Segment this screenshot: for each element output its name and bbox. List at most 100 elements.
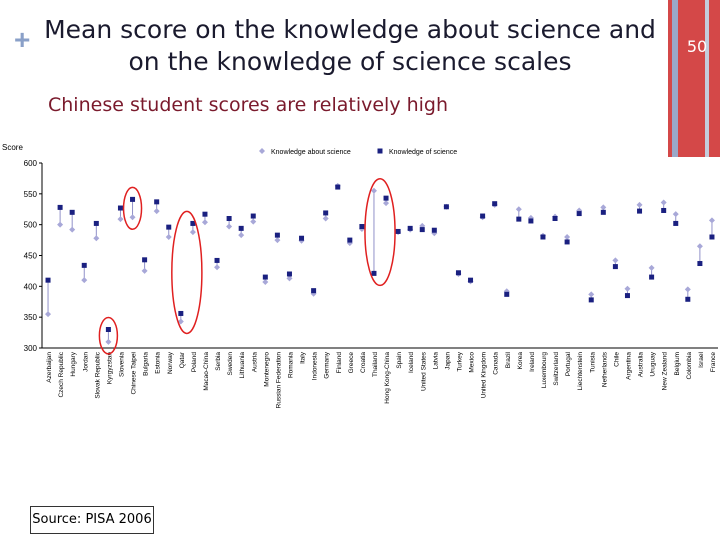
point-about-science	[697, 243, 703, 249]
x-tick-label: Turkey	[456, 351, 463, 371]
x-tick-label: Norway	[167, 351, 174, 374]
side-accent-stripe-light	[705, 0, 709, 157]
x-tick-label: Brazil	[505, 351, 512, 368]
point-of-science	[347, 238, 352, 243]
x-tick-label: Macao-China	[203, 352, 210, 391]
slide-subtitle: Chinese student scores are relatively hi…	[48, 94, 448, 116]
y-tick-label: 400	[24, 282, 38, 291]
point-of-science	[251, 214, 256, 219]
point-about-science	[105, 339, 111, 345]
source-note: Source: PISA 2006	[30, 506, 154, 534]
x-tick-label: Sweden	[227, 352, 234, 376]
highlight-ellipse	[365, 179, 395, 286]
point-about-science	[685, 286, 691, 292]
x-tick-label: Luxembourg	[541, 352, 548, 389]
point-of-science	[371, 271, 376, 276]
point-of-science	[178, 311, 183, 316]
y-tick-label: 550	[24, 190, 38, 199]
point-of-science	[685, 297, 690, 302]
y-axis-label: Score	[2, 143, 23, 152]
x-tick-label: Austria	[251, 352, 258, 373]
point-about-science	[564, 234, 570, 240]
legend-label-of-science: Knowledge of science	[389, 149, 457, 156]
point-of-science	[468, 278, 473, 283]
point-of-science	[528, 218, 533, 223]
x-tick-label: Ireland	[529, 352, 536, 372]
x-tick-label: Argentina	[625, 352, 632, 380]
x-tick-label: Romania	[287, 352, 294, 378]
point-of-science	[709, 235, 714, 240]
point-of-science	[649, 275, 654, 280]
x-tick-label: Canada	[493, 352, 500, 375]
point-of-science	[275, 233, 280, 238]
x-tick-label: New Zealand	[662, 352, 669, 391]
point-of-science	[359, 224, 364, 229]
point-about-science	[154, 208, 160, 214]
point-of-science	[263, 275, 268, 280]
point-of-science	[384, 196, 389, 201]
point-about-science	[214, 264, 220, 270]
point-of-science	[287, 272, 292, 277]
point-of-science	[504, 292, 509, 297]
point-of-science	[58, 205, 63, 210]
y-tick-label: 500	[24, 221, 38, 230]
point-about-science	[130, 214, 136, 220]
point-of-science	[697, 261, 702, 266]
point-of-science	[601, 210, 606, 215]
point-of-science	[202, 212, 207, 217]
x-tick-label: Tunisia	[589, 352, 596, 373]
x-tick-label: Slovak Republic	[94, 351, 101, 398]
x-tick-label: Italy	[300, 351, 307, 364]
point-about-science	[673, 211, 679, 217]
point-about-science	[709, 217, 715, 223]
x-tick-label: Korea	[517, 352, 524, 370]
point-about-science	[661, 199, 667, 205]
slide-title: Mean score on the knowledge about scienc…	[40, 14, 660, 78]
x-tick-label: United States	[420, 351, 427, 391]
point-of-science	[215, 258, 220, 263]
point-of-science	[673, 221, 678, 226]
x-tick-label: Finland	[336, 352, 343, 374]
point-of-science	[553, 216, 558, 221]
x-tick-label: Bulgaria	[143, 352, 150, 376]
point-about-science	[649, 265, 655, 271]
point-of-science	[82, 263, 87, 268]
x-tick-label: Belgium	[674, 352, 681, 375]
x-tick-label: Spain	[396, 352, 403, 369]
x-tick-label: Lithuania	[239, 352, 246, 379]
x-tick-label: Estonia	[155, 352, 162, 374]
x-tick-label: Portugal	[565, 351, 572, 376]
x-tick-label: Liechtenstein	[577, 352, 584, 391]
point-of-science	[480, 214, 485, 219]
point-of-science	[299, 236, 304, 241]
point-of-science	[311, 288, 316, 293]
score-chart: Score300350400450500550600Knowledge abou…	[0, 140, 720, 510]
x-tick-label: Germany	[324, 351, 331, 378]
x-tick-label: United Kingdom	[481, 352, 488, 398]
point-of-science	[154, 199, 159, 204]
x-tick-label: Montenegro	[263, 352, 270, 387]
x-tick-label: Australia	[638, 352, 645, 378]
x-tick-label: Latvia	[432, 352, 439, 370]
point-of-science	[420, 227, 425, 232]
point-about-science	[250, 219, 256, 225]
page-number: 50	[680, 37, 714, 56]
point-about-science	[166, 234, 172, 240]
highlight-ellipse	[172, 211, 202, 333]
x-tick-label: Croatia	[360, 352, 367, 373]
title-line-1: Mean score on the knowledge about scienc…	[40, 14, 660, 46]
title-line-2: on the knowledge of science scales	[40, 46, 660, 78]
x-tick-label: Kyrgyzstan	[106, 352, 113, 385]
x-tick-label: Netherlands	[601, 351, 608, 387]
point-of-science	[456, 270, 461, 275]
x-tick-label: Hungary	[70, 351, 77, 376]
x-tick-label: Poland	[191, 352, 198, 373]
point-of-science	[589, 297, 594, 302]
point-about-science	[202, 219, 208, 225]
point-of-science	[444, 204, 449, 209]
point-of-science	[106, 327, 111, 332]
x-tick-label: Thailand	[372, 352, 379, 377]
x-tick-label: Greece	[348, 352, 355, 374]
y-tick-label: 350	[24, 313, 38, 322]
point-of-science	[335, 185, 340, 190]
